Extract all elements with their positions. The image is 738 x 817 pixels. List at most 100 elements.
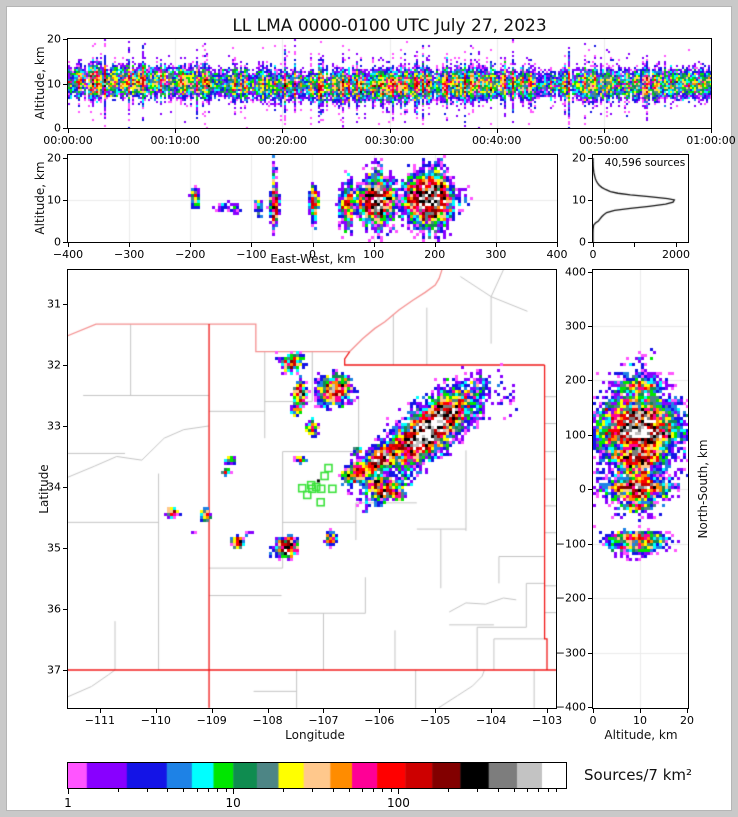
tick-label: −110 xyxy=(140,714,171,727)
axis-tick xyxy=(495,243,497,247)
tick-label: −111 xyxy=(84,714,116,727)
ns-panel-ylabel: North-South, km xyxy=(696,439,710,539)
colorbar-minor-tick xyxy=(513,789,515,792)
axis-tick xyxy=(267,709,269,713)
panel-north-south-height xyxy=(592,269,689,709)
colorbar-minor-tick xyxy=(183,789,185,792)
panel-map xyxy=(67,269,557,709)
tick-label: 31 xyxy=(47,297,61,311)
panel-time-height xyxy=(67,38,712,129)
axis-tick xyxy=(496,129,498,133)
colorbar-minor-tick xyxy=(282,789,284,792)
axis-tick xyxy=(593,709,594,713)
colorbar-minor-tick xyxy=(372,789,374,792)
axis-tick xyxy=(211,709,213,713)
axis-tick xyxy=(547,709,548,713)
colorbar-minor-tick xyxy=(196,789,198,792)
axis-tick xyxy=(63,547,67,549)
tick-label: −105 xyxy=(420,714,451,727)
tick-label: 20 xyxy=(572,151,586,165)
tick-label: 0 xyxy=(589,248,597,261)
axis-tick xyxy=(593,243,594,247)
tick-label: 0 xyxy=(54,121,61,135)
tick-label: −106 xyxy=(364,714,395,727)
axis-tick xyxy=(588,706,592,708)
tick-label: 01:00:00 xyxy=(686,134,736,147)
figure-title: LL LMA 0000-0100 UTC July 27, 2023 xyxy=(232,16,547,36)
colorbar-tick xyxy=(68,789,69,794)
tick-label: 20 xyxy=(47,151,61,165)
tick-label: 35 xyxy=(47,541,61,555)
colorbar-minor-tick xyxy=(167,789,169,792)
time-height-plot xyxy=(68,39,711,128)
east-west-plot xyxy=(68,155,557,242)
axis-tick xyxy=(312,243,314,247)
north-south-plot xyxy=(593,270,688,708)
tick-label: 34 xyxy=(47,480,61,494)
tick-label: 0 xyxy=(54,235,61,249)
tick-label: −103 xyxy=(531,714,563,727)
axis-tick xyxy=(63,199,67,201)
tick-label: −100 xyxy=(555,537,586,551)
tick-label: −300 xyxy=(114,248,145,261)
colorbar-minor-tick xyxy=(207,789,209,792)
colorbar-minor-tick xyxy=(477,789,479,792)
axis-tick xyxy=(588,434,592,436)
axis-tick xyxy=(588,598,592,600)
colorbar-minor-tick xyxy=(448,789,450,792)
colorbar-minor-tick xyxy=(361,789,363,792)
axis-tick xyxy=(603,129,605,133)
axis-tick xyxy=(63,364,67,366)
colorbar-minor-tick xyxy=(526,789,528,792)
axis-tick xyxy=(251,243,253,247)
tick-label: 20 xyxy=(47,32,61,46)
colorbar-minor-tick xyxy=(312,789,314,792)
axis-tick xyxy=(588,242,592,243)
colorbar-minor-tick xyxy=(547,789,549,792)
colorbar-swatches xyxy=(68,763,566,788)
axis-tick xyxy=(63,486,67,488)
axis-tick xyxy=(588,326,592,328)
tick-label: −109 xyxy=(196,714,227,727)
tick-label: 00:50:00 xyxy=(579,134,629,147)
colorbar-tick-label: 10 xyxy=(225,796,241,810)
tick-label: −104 xyxy=(476,714,507,727)
axis-tick xyxy=(687,709,689,713)
tick-label: −200 xyxy=(175,248,206,261)
axis-tick xyxy=(68,243,69,247)
axis-tick xyxy=(640,709,642,713)
axis-tick xyxy=(155,709,157,713)
tick-label: 0 xyxy=(579,482,586,496)
tick-label: 00:30:00 xyxy=(364,134,415,147)
altitude-histogram-plot xyxy=(593,155,688,242)
colorbar-minor-tick xyxy=(117,789,119,792)
colorbar-minor-tick xyxy=(497,789,499,792)
tick-label: 100 xyxy=(363,248,385,261)
colorbar-tick-label: 1 xyxy=(64,796,72,810)
axis-tick xyxy=(175,129,177,133)
axis-tick xyxy=(588,157,592,159)
tick-label: 400 xyxy=(565,265,586,279)
tick-label: 0 xyxy=(309,248,316,261)
axis-tick xyxy=(63,425,67,427)
axis-tick xyxy=(588,271,592,273)
tick-label: 32 xyxy=(47,358,61,372)
axis-tick xyxy=(63,608,67,610)
axis-tick xyxy=(190,243,192,247)
axis-tick xyxy=(63,669,67,671)
axis-tick xyxy=(588,380,592,382)
panel-east-west-height xyxy=(67,154,558,243)
tick-label: 37 xyxy=(47,663,61,677)
axis-tick xyxy=(588,543,592,545)
tick-label: 10 xyxy=(47,77,61,90)
colorbar xyxy=(67,762,567,789)
tick-label: 00:20:00 xyxy=(257,134,308,147)
axis-tick xyxy=(63,303,67,305)
tick-label: 300 xyxy=(565,319,586,333)
tick-label: −100 xyxy=(236,248,267,261)
tick-label: 0 xyxy=(589,714,597,727)
axis-tick xyxy=(675,243,677,247)
ns-panel-xlabel: Altitude, km xyxy=(604,728,678,742)
axis-tick xyxy=(373,243,375,247)
